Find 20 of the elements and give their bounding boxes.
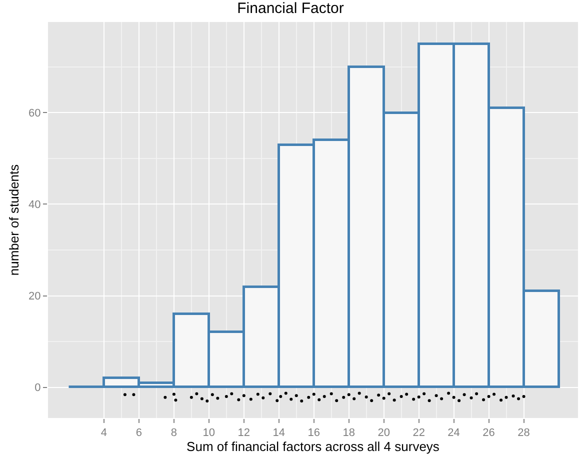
y-tick-label: 0	[34, 382, 41, 394]
x-tick-label: 28	[518, 427, 530, 440]
chart-title: Financial Factor	[237, 0, 344, 17]
x-tick-label: 16	[308, 427, 320, 440]
y-tick-label: 40	[28, 199, 41, 212]
x-tick-label: 12	[238, 427, 250, 440]
x-tick-label: 4	[100, 427, 108, 440]
x-tick-label: 22	[412, 427, 425, 440]
x-tick-label: 6	[136, 427, 142, 440]
x-axis-title: Sum of financial factors across all 4 surveys	[186, 439, 440, 454]
y-tick-label: 60	[28, 108, 41, 120]
x-tick-label: 8	[170, 427, 178, 440]
y-tick-label: 20	[28, 290, 41, 303]
x-tick-label: 18	[342, 427, 355, 440]
y-axis-title: number of students	[6, 164, 22, 276]
x-tick-label: 14	[272, 427, 286, 440]
x-tick-label: 10	[202, 427, 216, 440]
x-tick-label: 20	[378, 427, 390, 440]
x-tick-label: 24	[448, 427, 460, 440]
x-tick-label: 26	[482, 427, 495, 440]
